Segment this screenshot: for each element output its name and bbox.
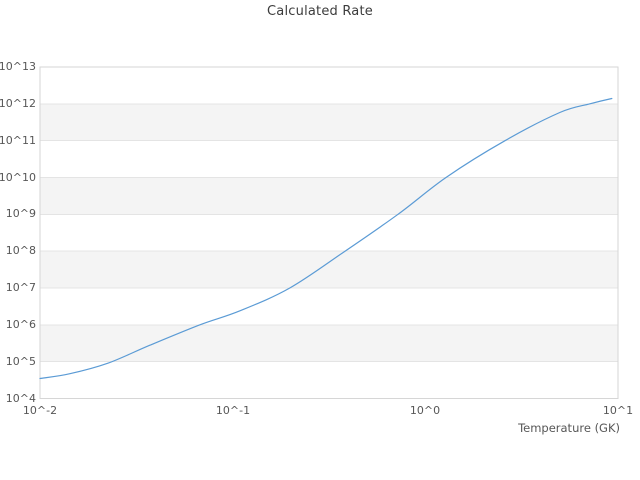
y-tick-label: 10^5	[5, 355, 36, 368]
x-tick-label: 10^1	[602, 404, 634, 417]
x-tick-label: 10^0	[409, 404, 441, 417]
chart-title: Calculated Rate	[267, 4, 373, 19]
y-tick-label: 10^11	[0, 134, 36, 147]
decade-band	[40, 103, 618, 141]
y-tick-label: 10^13	[0, 60, 36, 73]
y-tick-label: 10^8	[5, 244, 36, 257]
y-tick-label: 10^7	[5, 281, 36, 294]
y-tick-label: 10^9	[5, 207, 36, 220]
rate-curve	[39, 97, 613, 380]
y-tick-label: 10^6	[5, 318, 36, 331]
plot-border	[39, 66, 619, 399]
y-tick-label: 10^4	[5, 392, 36, 405]
x-axis-title: Temperature (GK)	[518, 421, 620, 435]
x-tick-label: 10^-2	[22, 404, 58, 417]
decade-band	[40, 251, 618, 288]
decade-band	[40, 324, 618, 362]
x-tick-label: 10^-1	[215, 404, 251, 417]
decade-band	[40, 177, 618, 215]
y-tick-label: 10^12	[0, 97, 36, 110]
y-tick-label: 10^10	[0, 171, 36, 184]
